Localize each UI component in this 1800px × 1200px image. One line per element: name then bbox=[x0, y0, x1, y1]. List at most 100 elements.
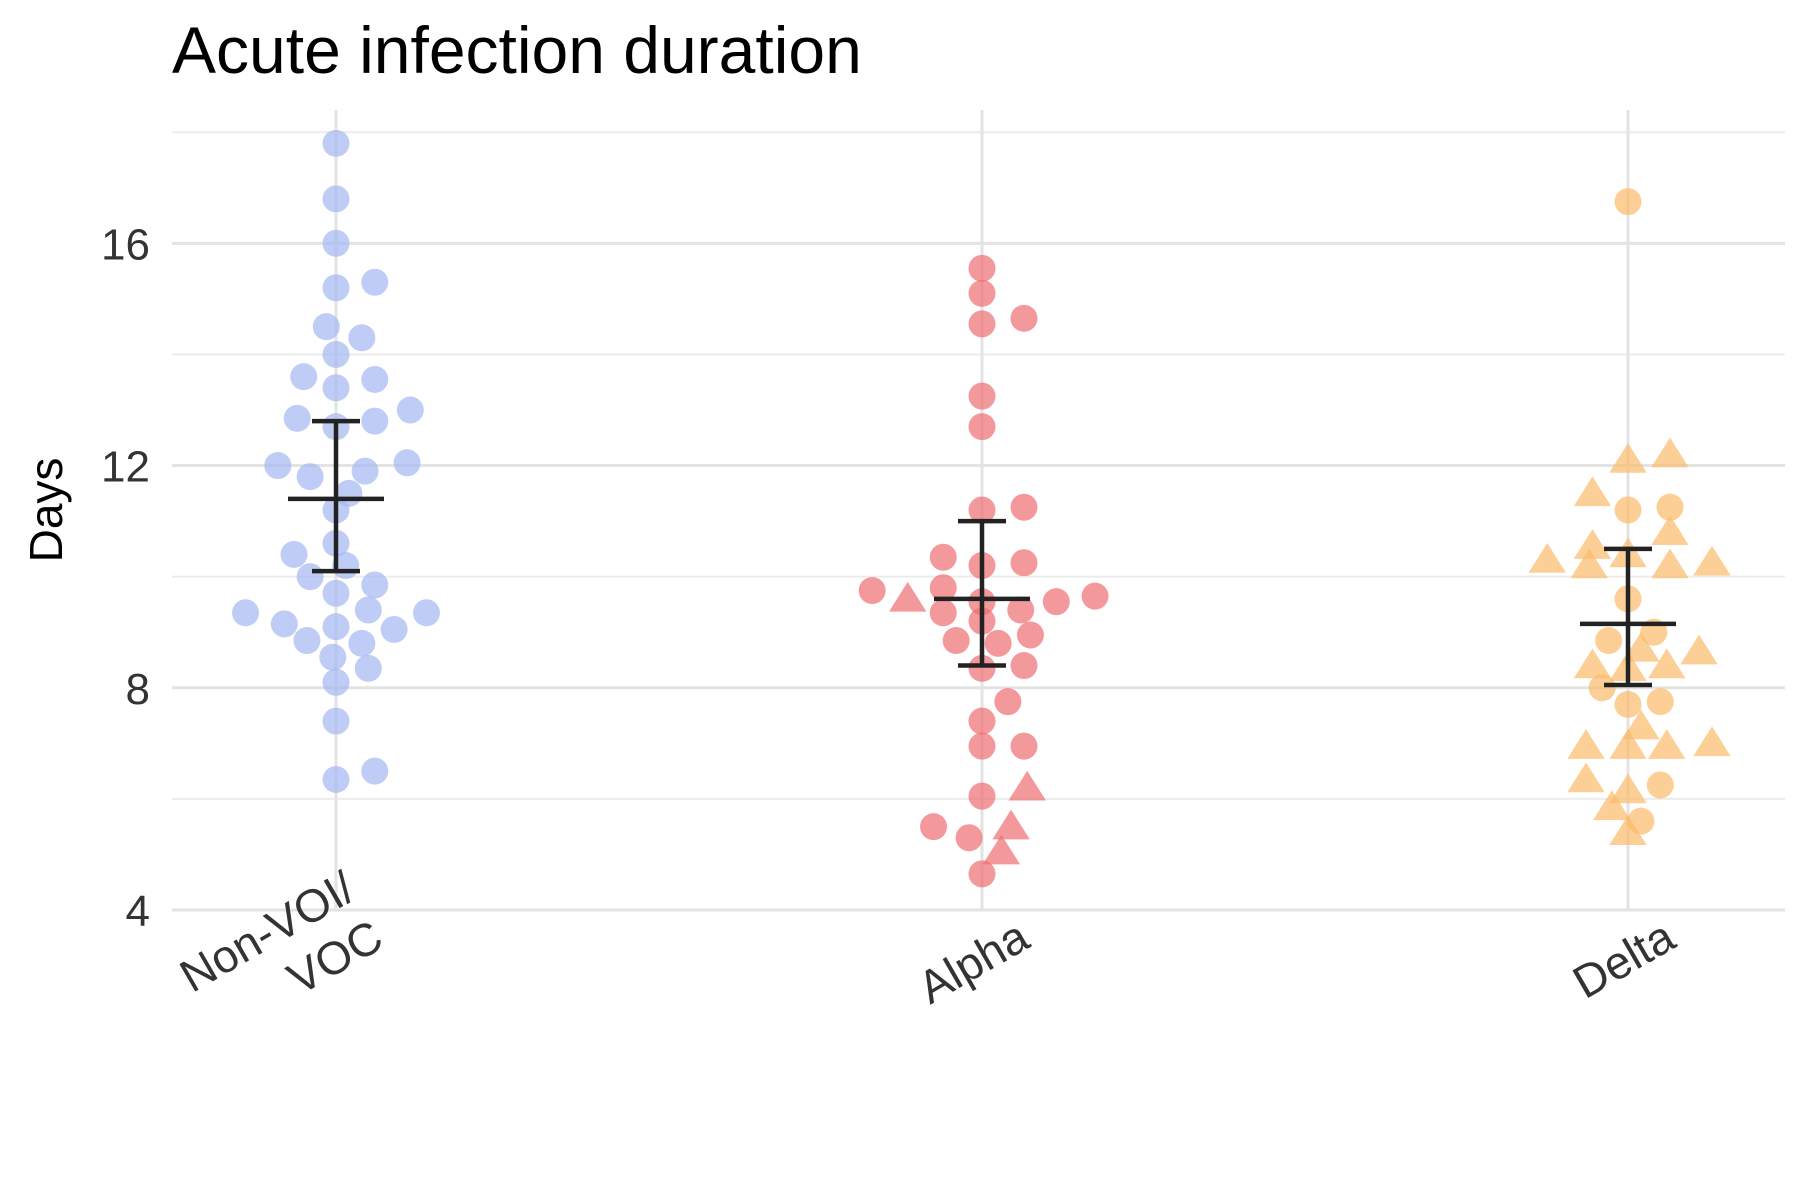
data-point-circle bbox=[968, 254, 996, 282]
data-point-circle bbox=[1010, 493, 1038, 521]
data-point-triangle bbox=[1573, 476, 1612, 507]
x-tick-label: Alpha bbox=[909, 909, 1037, 1013]
data-point-triangle bbox=[1648, 729, 1686, 759]
data-point-circle bbox=[296, 463, 324, 491]
data-point-circle bbox=[293, 627, 321, 655]
data-point-triangle bbox=[1680, 634, 1718, 665]
data-point-circle bbox=[1614, 690, 1642, 718]
data-point-circle bbox=[929, 543, 957, 571]
data-point-triangle bbox=[1573, 648, 1612, 679]
data-point-circle bbox=[280, 540, 308, 568]
data-point-circle bbox=[1007, 596, 1035, 624]
data-point-circle bbox=[1010, 304, 1038, 332]
data-point-circle bbox=[1081, 582, 1109, 610]
data-point-circle bbox=[322, 374, 350, 402]
x-tick-label-line: Alpha bbox=[909, 909, 1037, 1013]
data-point-circle bbox=[1010, 652, 1038, 680]
data-point-circle bbox=[322, 765, 350, 793]
y-tick-label: 4 bbox=[126, 887, 150, 936]
data-point-triangle bbox=[1651, 437, 1689, 468]
data-point-triangle bbox=[1622, 709, 1660, 740]
data-point-triangle bbox=[992, 809, 1030, 840]
x-tick-label: Non-VOI/VOC bbox=[171, 861, 391, 1004]
data-point-circle bbox=[942, 627, 970, 655]
x-tick-label-line: Delta bbox=[1564, 909, 1683, 1008]
data-point-triangle bbox=[1648, 648, 1686, 679]
y-tick-label: 8 bbox=[126, 665, 150, 714]
data-point-triangle bbox=[1528, 543, 1566, 573]
data-point-circle bbox=[322, 668, 350, 696]
data-point-circle bbox=[984, 629, 1012, 657]
data-point-circle bbox=[354, 654, 382, 682]
data-point-circle bbox=[1042, 588, 1070, 616]
data-point-circle bbox=[968, 279, 996, 307]
data-point-circle bbox=[1656, 493, 1684, 521]
data-point-triangle bbox=[1567, 729, 1605, 759]
data-point-circle bbox=[968, 860, 996, 888]
data-point-triangle bbox=[1609, 443, 1647, 473]
data-point-circle bbox=[968, 310, 996, 338]
data-point-circle bbox=[322, 129, 350, 157]
data-point-triangle bbox=[1573, 529, 1612, 559]
data-point-circle bbox=[270, 610, 298, 638]
data-point-circle bbox=[290, 363, 318, 391]
data-point-circle bbox=[968, 413, 996, 441]
data-point-circle bbox=[1614, 188, 1642, 216]
data-point-circle bbox=[968, 654, 996, 682]
data-point-circle bbox=[968, 782, 996, 810]
data-point-triangle bbox=[889, 581, 927, 612]
data-point-circle bbox=[283, 404, 311, 432]
data-point-circle bbox=[1016, 621, 1044, 649]
data-point-circle bbox=[351, 457, 379, 485]
data-point-triangle bbox=[982, 834, 1021, 865]
data-point-circle bbox=[322, 707, 350, 735]
error-bars bbox=[288, 418, 1676, 688]
data-point-circle bbox=[348, 629, 376, 657]
data-point-circle bbox=[354, 596, 382, 624]
data-point-circle bbox=[361, 268, 389, 296]
data-point-circle bbox=[322, 185, 350, 213]
data-point-circle bbox=[968, 707, 996, 735]
data-point-triangle bbox=[1570, 548, 1608, 579]
data-point-triangle bbox=[1651, 548, 1689, 579]
data-point-circle bbox=[929, 599, 957, 627]
data-point-circle bbox=[994, 688, 1022, 716]
data-point-circle bbox=[361, 757, 389, 785]
data-point-circle bbox=[1010, 549, 1038, 577]
data-point-circle bbox=[232, 599, 260, 627]
data-point-circle bbox=[1614, 496, 1642, 524]
data-point-circle bbox=[968, 732, 996, 760]
data-point-triangle bbox=[1609, 729, 1647, 759]
data-point-circle bbox=[858, 577, 886, 605]
data-point-triangle bbox=[1008, 770, 1046, 801]
data-point-circle bbox=[396, 396, 424, 424]
data-point-circle bbox=[361, 407, 389, 435]
data-point-circle bbox=[322, 229, 350, 257]
chart-title: Acute infection duration bbox=[172, 13, 862, 87]
data-point-circle bbox=[920, 813, 948, 841]
data-point-circle bbox=[929, 574, 957, 602]
data-point-circle bbox=[312, 313, 340, 341]
x-tick-label: Delta bbox=[1564, 909, 1683, 1008]
data-point-circle bbox=[380, 615, 408, 643]
y-axis-label: Days bbox=[20, 458, 72, 563]
data-point-circle bbox=[955, 824, 983, 852]
data-point-circle bbox=[296, 563, 324, 591]
data-point-triangle bbox=[1609, 773, 1647, 804]
data-point-circle bbox=[361, 365, 389, 393]
data-point-circle bbox=[322, 579, 350, 607]
data-point-circle bbox=[322, 340, 350, 368]
data-point-triangle bbox=[1693, 545, 1731, 576]
data-point-circle bbox=[361, 571, 389, 599]
data-point-triangle bbox=[1567, 762, 1605, 793]
data-point-circle bbox=[322, 613, 350, 641]
data-point-circle bbox=[322, 274, 350, 302]
data-point-circle bbox=[1646, 771, 1674, 799]
data-point-circle bbox=[348, 324, 376, 352]
data-point-triangle bbox=[1693, 726, 1731, 757]
data-point-triangle bbox=[1593, 790, 1631, 820]
data-point-triangle bbox=[1651, 515, 1689, 545]
data-point-circle bbox=[1010, 732, 1038, 760]
data-point-circle bbox=[412, 599, 440, 627]
